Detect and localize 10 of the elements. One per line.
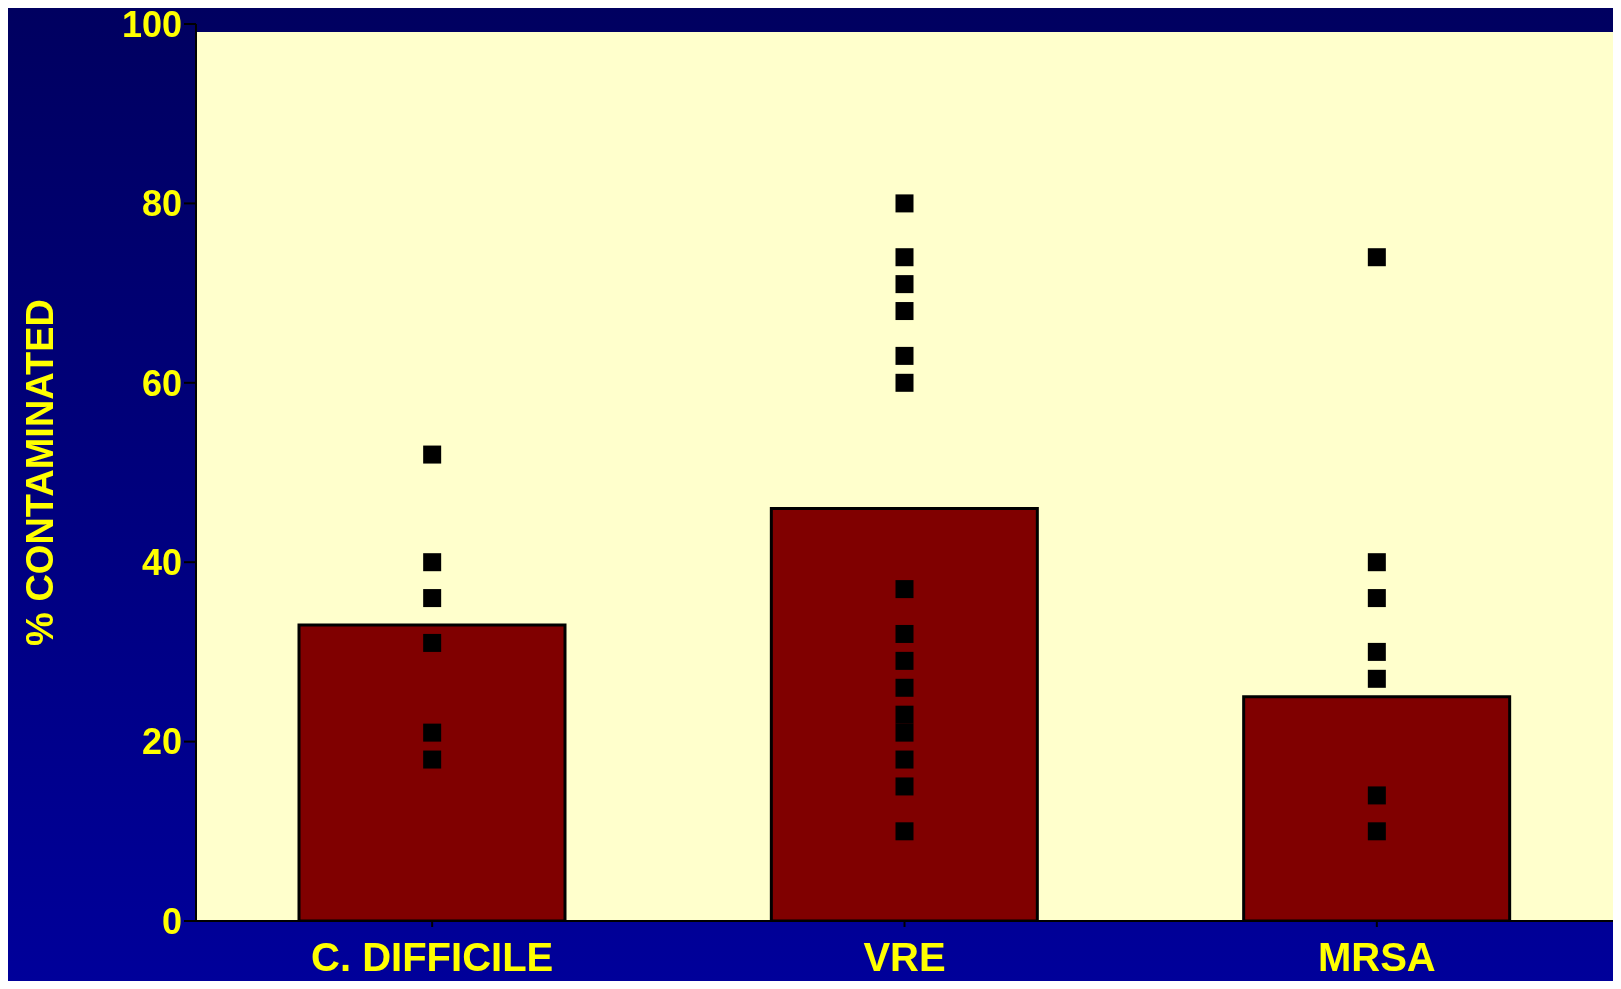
y-axis-title: % CONTAMINATED — [19, 299, 62, 646]
x-tick-label: C. DIFFICILE — [311, 935, 554, 980]
y-tick-label: 0 — [161, 900, 182, 942]
y-tick-label: 80 — [141, 183, 182, 225]
y-tick-label: 20 — [141, 721, 182, 763]
y-tick-label: 40 — [141, 541, 182, 583]
x-tick-label: VRE — [863, 935, 946, 980]
y-tick-label: 100 — [121, 3, 182, 45]
y-tick-label: 60 — [141, 362, 182, 404]
x-tick-label: MRSA — [1317, 935, 1436, 980]
